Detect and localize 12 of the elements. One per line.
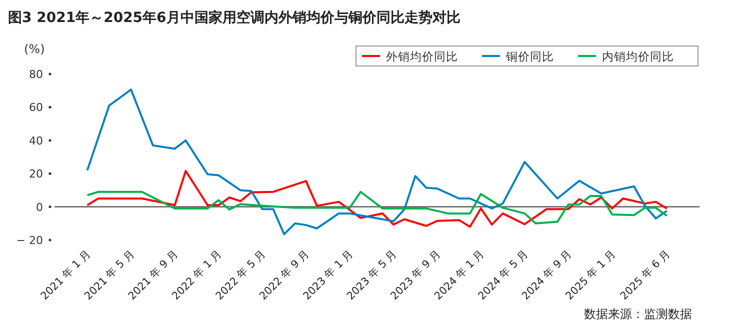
y-tick-label: − 20 — [16, 234, 43, 247]
y-tick-label: 80 — [29, 68, 43, 81]
y-tick-label: 20 — [29, 168, 43, 181]
legend-label: 外销均价同比 — [386, 50, 458, 64]
legend-label: 铜价同比 — [505, 50, 554, 64]
ylabel: (%) — [24, 42, 45, 56]
annotation: 数据来源：监测数据 — [584, 307, 692, 321]
y-tick-label: 60 — [29, 101, 43, 114]
title: 图3 2021年～2025年6月中国家用空调内外销均价与铜价同比走势对比 — [8, 10, 460, 26]
legend-label: 内销均价同比 — [602, 50, 674, 64]
y-tick-label: 0 — [36, 200, 43, 214]
y-tick-label: 40 — [29, 134, 43, 148]
